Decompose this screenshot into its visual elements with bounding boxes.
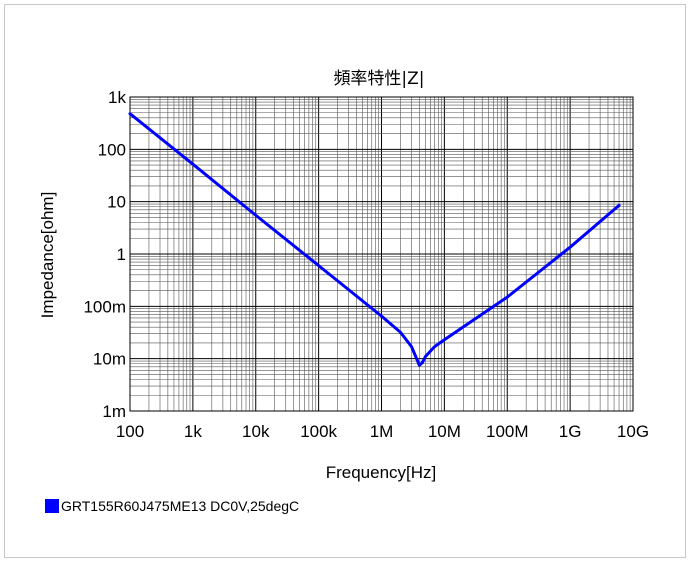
y-tick-label: 100m: [83, 297, 126, 316]
y-tick-labels: 1m 10m 100m 1 10 100 1k: [83, 88, 126, 421]
y-tick-label: 1: [117, 245, 126, 264]
x-tick-label: 100: [116, 422, 144, 441]
y-tick-label: 1m: [102, 402, 126, 421]
series-line: [128, 112, 621, 367]
x-tick-label: 10G: [617, 422, 649, 441]
plot-area-border: [129, 96, 634, 412]
x-tick-label: 1M: [370, 422, 394, 441]
x-tick-label: 1k: [184, 422, 202, 441]
y-tick-label: 10m: [93, 350, 126, 369]
y-tick-label: 1k: [108, 88, 126, 107]
legend-swatch: [45, 499, 59, 513]
chart-title: 頻率特性|Z|: [333, 69, 424, 89]
y-axis-label: Impedance[ohm]: [38, 192, 57, 319]
y-tick-label: 10: [107, 193, 126, 212]
chart-frame: 頻率特性|Z| 100 1k 10k 100k 1M 10M 100M 1G 10G 1m 10m…: [4, 4, 686, 558]
x-tick-label: 10k: [242, 422, 270, 441]
x-axis-label: Frequency[Hz]: [326, 463, 437, 482]
y-tick-label: 100: [98, 140, 126, 159]
x-tick-label: 100M: [486, 422, 529, 441]
x-tick-label: 100k: [300, 422, 337, 441]
grid: [129, 97, 633, 412]
impedance-chart: 頻率特性|Z| 100 1k 10k 100k 1M 10M 100M 1G 10G 1m 10m…: [38, 69, 649, 514]
series-layer: [128, 112, 621, 367]
x-tick-labels: 100 1k 10k 100k 1M 10M 100M 1G 10G: [116, 422, 649, 441]
legend-label: GRT155R60J475ME13 DC0V,25degC: [61, 498, 299, 514]
x-tick-label: 10M: [428, 422, 461, 441]
x-tick-label: 1G: [559, 422, 582, 441]
